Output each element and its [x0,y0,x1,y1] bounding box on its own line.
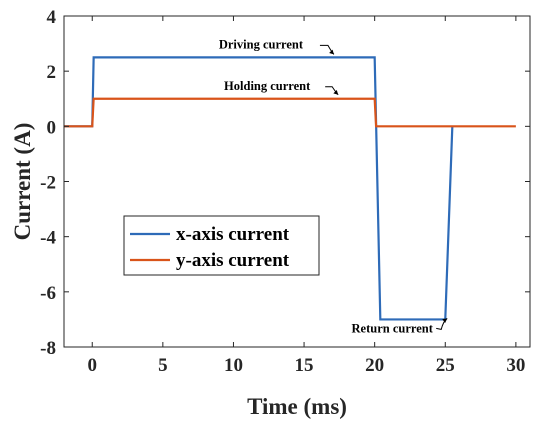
axes: 0 5 10 15 20 25 30 -8 -6 -4 -2 0 2 4 Time (ms) Current … [10,7,531,419]
plot-background [64,16,530,347]
legend-box [123,215,320,276]
annotation-label: Driving current [219,37,304,51]
x-tick-label: 20 [365,355,384,376]
annotation-label: Holding current [224,79,311,93]
annotation-label: Return current [352,321,434,335]
x-tick-label: 30 [506,355,525,376]
x-axis-title: Time (ms) [247,394,347,419]
x-tick-label: 25 [436,355,455,376]
annotation-layer: Driving current Holding current Return cur… [219,37,448,335]
annotation-arrowhead [333,89,339,95]
y-tick-label: 4 [47,7,57,28]
x-tick-label: 0 [87,355,97,376]
y-axis-title: Current (A) [10,123,35,241]
series-line-y-axis-current [64,97,516,128]
y-tick-label: -2 [40,173,56,194]
annotation-arrowhead [442,318,448,323]
x-tick-label: 10 [224,355,243,376]
y-tick-label: 2 [47,62,57,83]
legend-entry: x-axis current [176,224,290,245]
x-tick-label: 15 [295,355,314,376]
plot-area [64,16,530,347]
y-tick-label: -4 [40,228,56,249]
legend: x-axis current y-axis current [123,215,320,276]
y-tick-label: -8 [40,338,56,359]
x-tick-label: 5 [158,355,168,376]
y-tick-label: 0 [47,117,57,138]
y-tick-label: -6 [40,283,56,304]
annotation-arrowhead [329,49,334,55]
legend-entry: y-axis current [176,250,290,271]
series-layer [64,56,516,321]
